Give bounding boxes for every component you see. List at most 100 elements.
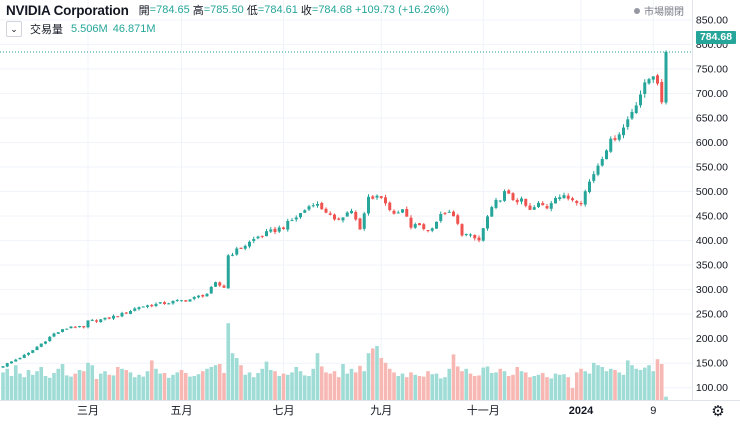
candle-body: [73, 326, 77, 328]
candle-body: [422, 224, 426, 230]
candle-body: [22, 354, 26, 358]
volume-bar: [341, 364, 345, 400]
candle-body: [154, 303, 158, 306]
volume-bar: [132, 377, 137, 400]
candle-body: [112, 315, 115, 319]
candle-body: [311, 205, 315, 207]
candle-body: [209, 286, 213, 294]
price-axis[interactable]: 100.00 150.00 200.00 250.00 300.00 350.00 400.…: [696, 14, 728, 394]
volume-bar: [583, 371, 588, 400]
volume-bar: [498, 368, 503, 400]
volume-bar: [570, 388, 575, 400]
volume-bar: [64, 375, 69, 400]
candle-body: [554, 197, 557, 204]
volume-bar: [52, 373, 56, 400]
volume-bar: [39, 367, 44, 400]
volume-bar: [94, 379, 99, 400]
candle-body: [235, 248, 239, 255]
volume-bar: [98, 373, 103, 400]
volume-bar: [396, 376, 401, 400]
volume-bar: [213, 365, 218, 400]
volume-bar: [545, 377, 549, 400]
candle-body: [294, 217, 298, 220]
candle-body: [464, 234, 468, 236]
volume-bar: [294, 367, 299, 400]
candle-body: [452, 211, 455, 217]
candle-body: [265, 231, 268, 237]
candle-body: [99, 319, 103, 323]
volume-bar: [273, 371, 277, 400]
candle-body: [443, 212, 447, 214]
volume-bar: [239, 365, 243, 400]
volume-bar: [540, 373, 545, 400]
candle-body: [418, 223, 421, 226]
candle-body: [180, 300, 183, 302]
volume-bar: [256, 373, 260, 400]
candle-body: [167, 303, 171, 305]
candle-body: [494, 199, 498, 208]
volume-collapse-toggle[interactable]: ⌄: [6, 21, 22, 37]
volume-bar: [553, 373, 558, 400]
volume-label[interactable]: 交易量: [30, 24, 63, 36]
volume-bars: [1, 323, 668, 400]
candle-body: [643, 82, 647, 94]
volume-bar: [379, 358, 384, 400]
volume-value: 5.506M: [71, 23, 108, 35]
candle-body: [477, 237, 481, 241]
candle-body: [163, 302, 166, 304]
candle-body: [277, 227, 281, 232]
volume-bar: [120, 368, 124, 400]
volume-bar: [443, 377, 447, 400]
volume-bar: [247, 372, 252, 400]
volume-bar: [158, 373, 163, 400]
candle-body: [541, 203, 545, 206]
candle-body: [299, 213, 302, 218]
volume-legend: ⌄ 交易量 5.506M 46.871M: [6, 20, 161, 38]
candle-body: [44, 341, 47, 344]
low-label: 低: [246, 5, 258, 17]
volume-bar: [625, 360, 630, 400]
volume-bar: [600, 367, 605, 400]
volume-bar: [409, 372, 413, 400]
volume-bar: [417, 376, 422, 400]
volume-bar: [154, 368, 158, 400]
volume-bar: [188, 376, 192, 400]
volume-bar: [370, 348, 375, 400]
candle-body: [18, 357, 22, 360]
market-status[interactable]: 市場關閉: [634, 3, 684, 18]
volume-bar: [387, 368, 392, 400]
candle-body: [566, 195, 570, 199]
volume-bar: [5, 368, 10, 400]
candle-body: [341, 217, 345, 221]
candle-body: [371, 196, 375, 199]
candle-body: [626, 119, 630, 127]
volume-bar: [366, 353, 371, 400]
time-axis[interactable]: 三月 五月 七月 九月 十一月 2024 9: [77, 403, 656, 417]
candle-body: [320, 202, 324, 210]
x-tick-label: 9: [650, 405, 656, 417]
candle-body: [515, 199, 519, 203]
volume-bar: [596, 365, 600, 400]
candle-body: [583, 191, 587, 205]
volume-bar: [642, 367, 647, 400]
volume-bar: [566, 377, 571, 400]
x-tick-label: 十一月: [467, 403, 500, 417]
open-label: 開: [138, 5, 150, 17]
y-tick-label: 700.00: [696, 88, 728, 100]
symbol-title[interactable]: NVIDIA Corporation: [6, 2, 129, 18]
candle-body: [290, 220, 294, 222]
volume-bar: [455, 366, 460, 400]
volume-bar: [77, 370, 82, 400]
settings-gear-icon[interactable]: ⚙: [711, 403, 725, 420]
candle-body: [409, 217, 413, 228]
candle-body: [48, 336, 52, 342]
candle-body: [226, 255, 230, 289]
volume-bar: [22, 377, 27, 400]
candle-body: [447, 211, 451, 213]
volume-bar: [664, 396, 668, 400]
volume-bar: [659, 364, 664, 400]
candle-body: [286, 220, 290, 230]
y-tick-label: 300.00: [696, 284, 728, 296]
candle-body: [362, 213, 366, 229]
